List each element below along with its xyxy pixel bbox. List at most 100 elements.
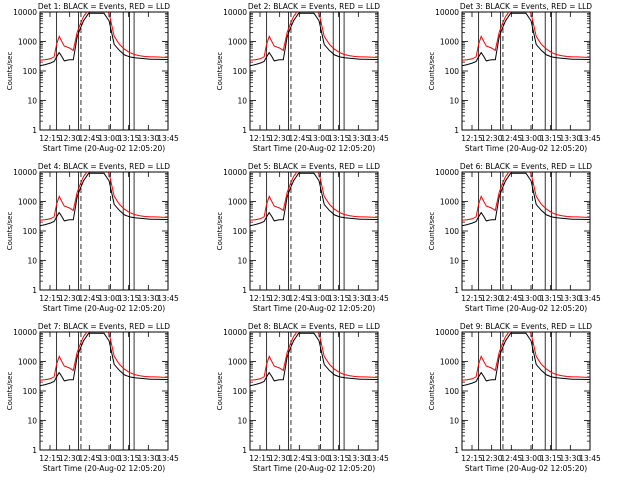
y-tick-label: 10 <box>237 97 247 106</box>
y-tick-label: 100 <box>445 67 460 76</box>
events-series-line <box>250 172 378 227</box>
lld-series-line <box>40 332 168 381</box>
y-tick-label: 10 <box>237 257 247 266</box>
x-tick-label: 13:45 <box>367 134 389 143</box>
x-tick-label: 13:45 <box>579 294 601 303</box>
y-tick-label: 10000 <box>435 328 459 337</box>
x-axis-label: Start Time (20-Aug-02 12:05:20) <box>465 464 587 473</box>
y-tick-label: 100 <box>23 227 38 236</box>
panel-1: 1 10 100 1000 10000 12:1512:3012:4513:0013:15… <box>6 2 179 153</box>
x-tick-label: 13:00 <box>520 134 542 143</box>
events-series-line <box>40 172 168 227</box>
plot-area <box>40 332 168 450</box>
lld-series-line <box>250 172 378 221</box>
x-tick-label: 13:30 <box>348 454 370 463</box>
plot-area <box>250 12 378 130</box>
y-axis-label: Counts/sec <box>6 212 14 251</box>
y-axis-label: Counts/sec <box>6 372 14 411</box>
panel-8: 1 10 100 1000 10000 12:1512:3012:4513:0013:15… <box>216 322 389 473</box>
x-tick-label: 13:30 <box>138 294 160 303</box>
y-tick-label: 1 <box>454 286 459 295</box>
x-tick-label: 13:15 <box>118 134 140 143</box>
y-tick-label: 10 <box>449 257 459 266</box>
lld-series-line <box>250 12 378 61</box>
y-tick-label: 10 <box>449 417 459 426</box>
x-tick-label: 12:15 <box>461 454 483 463</box>
panel-title: Det 7: BLACK = Events, RED = LLD <box>38 322 170 331</box>
x-tick-label: 13:00 <box>98 454 120 463</box>
y-axis-label: Counts/sec <box>216 212 224 251</box>
x-tick-label: 12:45 <box>289 294 311 303</box>
panel-title: Det 8: BLACK = Events, RED = LLD <box>248 322 380 331</box>
panel-9: 1 10 100 1000 10000 12:1512:3012:4513:0013:15… <box>428 322 601 473</box>
x-tick-label: 12:30 <box>481 294 503 303</box>
lld-series-line <box>462 12 590 61</box>
x-tick-label: 12:15 <box>249 294 271 303</box>
x-tick-label: 13:30 <box>348 134 370 143</box>
x-tick-label: 12:15 <box>39 294 61 303</box>
x-axis-label: Start Time (20-Aug-02 12:05:20) <box>253 464 375 473</box>
y-tick-label: 1000 <box>440 198 459 207</box>
y-axis-label: Counts/sec <box>6 52 14 91</box>
x-tick-label: 12:30 <box>269 454 291 463</box>
x-tick-label: 12:45 <box>501 294 523 303</box>
y-axis-label: Counts/sec <box>428 212 436 251</box>
plot-frame <box>249 171 379 291</box>
x-tick-label: 13:00 <box>308 294 330 303</box>
x-tick-label: 13:30 <box>560 294 582 303</box>
y-tick-label: 100 <box>23 387 38 396</box>
y-axis-label: Counts/sec <box>216 372 224 411</box>
plot-area <box>40 12 168 130</box>
x-tick-label: 12:15 <box>39 134 61 143</box>
x-tick-label: 13:15 <box>540 294 562 303</box>
y-tick-label: 10000 <box>223 8 247 17</box>
y-tick-label: 1 <box>454 126 459 135</box>
y-tick-label: 1 <box>242 126 247 135</box>
x-axis-label: Start Time (20-Aug-02 12:05:20) <box>43 464 165 473</box>
x-tick-label: 13:15 <box>540 454 562 463</box>
y-tick-label: 10000 <box>435 8 459 17</box>
plot-area <box>462 332 590 450</box>
x-tick-label: 12:45 <box>79 134 101 143</box>
lld-series-line <box>40 172 168 221</box>
panel-7: 1 10 100 1000 10000 12:1512:3012:4513:0013:15… <box>6 322 179 473</box>
x-tick-label: 13:00 <box>98 294 120 303</box>
y-tick-label: 10 <box>27 257 37 266</box>
y-tick-label: 1000 <box>228 358 247 367</box>
x-tick-label: 12:45 <box>79 454 101 463</box>
y-tick-label: 10000 <box>435 168 459 177</box>
panel-2: 1 10 100 1000 10000 12:1512:3012:4513:0013:15… <box>216 2 389 153</box>
y-tick-label: 1000 <box>228 198 247 207</box>
x-tick-label: 12:45 <box>79 294 101 303</box>
x-tick-label: 13:45 <box>157 294 179 303</box>
y-tick-label: 1000 <box>18 358 37 367</box>
y-axis-label: Counts/sec <box>216 52 224 91</box>
x-tick-label: 13:15 <box>328 294 350 303</box>
panel-title: Det 3: BLACK = Events, RED = LLD <box>460 2 592 11</box>
panel-5: 1 10 100 1000 10000 12:1512:3012:4513:0013:15… <box>216 162 389 313</box>
events-series-line <box>462 172 590 227</box>
y-tick-label: 1000 <box>18 198 37 207</box>
events-series-line <box>40 12 168 67</box>
panel-title: Det 1: BLACK = Events, RED = LLD <box>38 2 170 11</box>
panel-4: 1 10 100 1000 10000 12:1512:3012:4513:0013:15… <box>6 162 179 313</box>
x-tick-label: 12:45 <box>289 454 311 463</box>
x-tick-label: 12:45 <box>501 134 523 143</box>
y-tick-label: 10 <box>237 417 247 426</box>
x-axis-label: Start Time (20-Aug-02 12:05:20) <box>43 144 165 153</box>
y-tick-label: 100 <box>233 67 248 76</box>
y-axis-label: Counts/sec <box>428 52 436 91</box>
events-series-line <box>250 332 378 387</box>
panel-title: Det 4: BLACK = Events, RED = LLD <box>38 162 170 171</box>
plot-area <box>250 172 378 290</box>
x-tick-label: 13:15 <box>118 454 140 463</box>
y-tick-label: 100 <box>23 67 38 76</box>
plot-area <box>462 12 590 130</box>
x-axis-label: Start Time (20-Aug-02 12:05:20) <box>465 144 587 153</box>
y-tick-label: 1000 <box>440 38 459 47</box>
y-tick-label: 10000 <box>223 168 247 177</box>
y-tick-label: 10000 <box>223 328 247 337</box>
x-axis-label: Start Time (20-Aug-02 12:05:20) <box>43 304 165 313</box>
plot-frame <box>461 11 591 131</box>
